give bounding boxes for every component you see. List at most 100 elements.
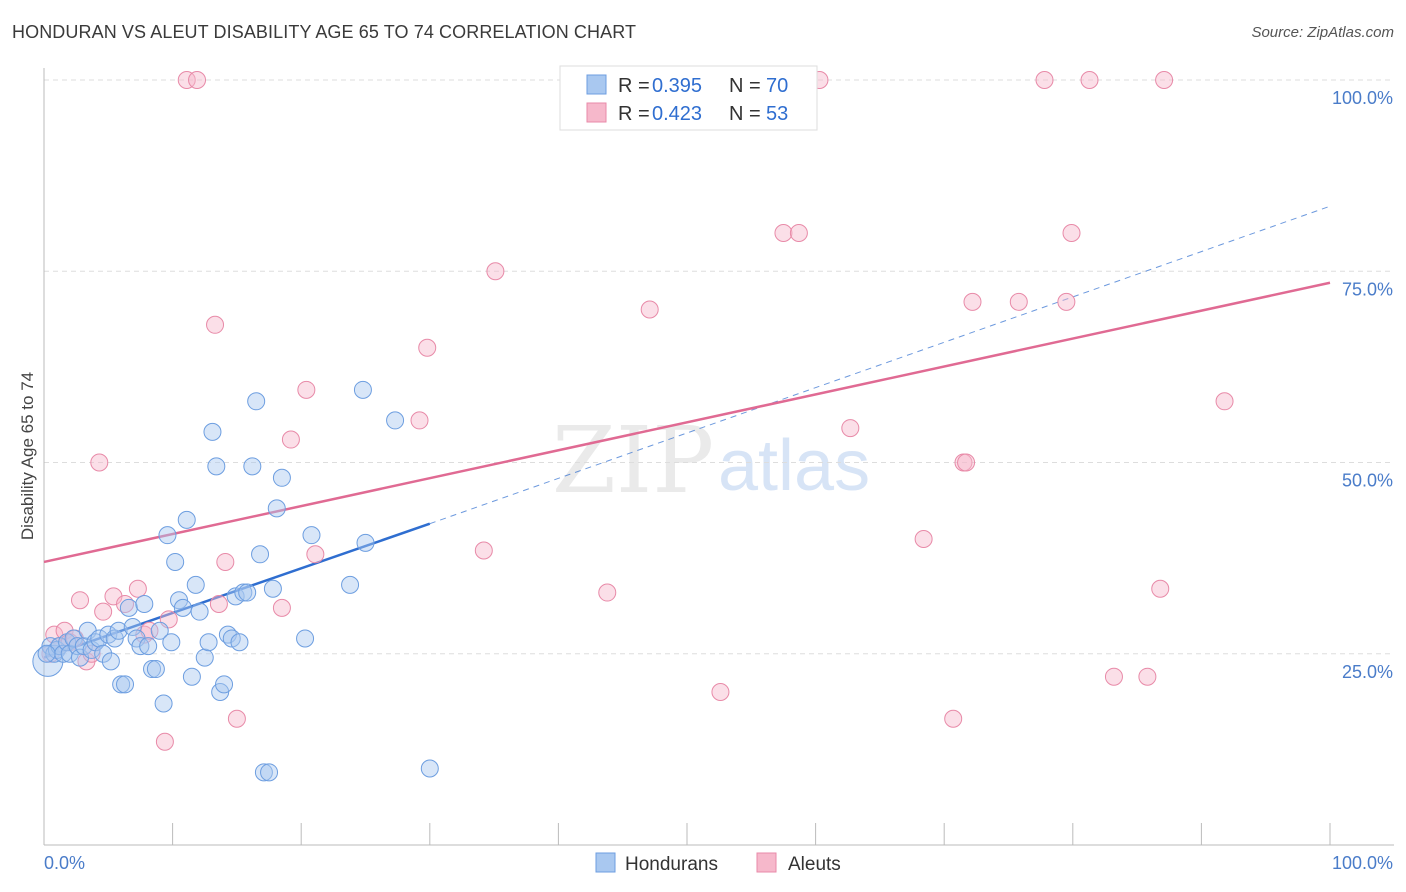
- aleut-point: [216, 552, 235, 571]
- aleut-point: [227, 709, 246, 728]
- honduran-point: [243, 457, 262, 476]
- honduran-point: [166, 552, 185, 571]
- aleut-point: [774, 224, 793, 242]
- source-label: Source: ZipAtlas.com: [1251, 24, 1394, 41]
- honduran-point: [139, 637, 158, 656]
- aleut-point: [1062, 224, 1081, 242]
- legend-r-label-2: R =: [618, 103, 650, 125]
- stats-legend: R = 0.395 N = 70 R = 0.423 N = 53: [559, 65, 818, 131]
- honduran-point: [186, 575, 205, 594]
- legend-n-value-1: 70: [766, 75, 788, 97]
- honduran-point: [203, 422, 222, 441]
- honduran-point: [68, 637, 87, 656]
- honduran-point: [131, 637, 150, 656]
- aleut-point: [155, 732, 174, 751]
- aleut-point: [1035, 71, 1054, 89]
- honduran-trend-extension: [429, 205, 1331, 525]
- aleut-point: [410, 411, 429, 430]
- aleut-point: [1215, 392, 1234, 411]
- bottom-legend-hondurans: Hondurans: [625, 854, 718, 875]
- honduran-point: [296, 629, 315, 648]
- honduran-point: [190, 602, 209, 621]
- honduran-point: [195, 648, 214, 667]
- y-tick-label-25: 25.0%: [1342, 662, 1393, 682]
- honduran-point: [90, 629, 109, 648]
- legend-swatch-hondurans: [586, 74, 607, 95]
- aleut-point: [711, 683, 730, 701]
- gridlines: [44, 79, 1394, 655]
- honduran-point: [162, 633, 181, 652]
- honduran-points: [32, 380, 439, 782]
- aleut-point: [94, 602, 113, 621]
- x-tick-label-max: 100.0%: [1332, 853, 1393, 873]
- honduran-point: [37, 644, 56, 663]
- legend-n-label-2: N =: [729, 103, 761, 125]
- aleut-point: [306, 545, 325, 564]
- honduran-point: [150, 621, 169, 640]
- honduran-point: [199, 633, 218, 652]
- aleut-point: [1155, 71, 1174, 89]
- honduran-point: [146, 660, 165, 679]
- honduran-point: [272, 468, 291, 487]
- bottom-legend-aleuts: Aleuts: [788, 854, 841, 875]
- honduran-point: [173, 598, 192, 617]
- aleut-point: [188, 71, 207, 89]
- honduran-point: [420, 759, 439, 778]
- honduran-point: [154, 694, 173, 713]
- aleut-point: [841, 419, 860, 438]
- honduran-point: [267, 499, 286, 518]
- aleut-point: [1104, 667, 1123, 686]
- honduran-point: [302, 526, 321, 545]
- trend-lines: [43, 205, 1331, 659]
- aleut-point: [297, 380, 316, 399]
- honduran-point: [177, 510, 196, 529]
- aleut-point: [957, 453, 976, 472]
- aleut-point: [281, 430, 300, 449]
- aleut-point: [1138, 667, 1157, 686]
- aleut-point: [789, 224, 808, 242]
- aleut-point: [177, 71, 196, 89]
- aleut-point: [1009, 292, 1028, 311]
- honduran-point: [247, 392, 266, 411]
- honduran-point: [230, 633, 249, 652]
- series-legend: Hondurans Aleuts: [595, 852, 841, 875]
- aleut-point: [71, 591, 90, 610]
- tick-labels: 25.0% 50.0% 75.0% 100.0% 0.0% 100.0%: [44, 88, 1393, 873]
- legend-r-value-1: 0.395: [652, 75, 702, 97]
- honduran-point: [109, 621, 128, 640]
- honduran-point: [116, 675, 135, 694]
- honduran-point: [119, 598, 138, 617]
- aleut-point: [474, 541, 493, 560]
- honduran-point: [182, 667, 201, 686]
- watermark-zip: ZIP: [552, 407, 714, 514]
- watermark-atlas: atlas: [718, 426, 870, 506]
- aleut-point: [963, 292, 982, 311]
- aleut-point: [914, 530, 933, 548]
- honduran-point: [60, 644, 79, 663]
- honduran-point: [263, 579, 282, 598]
- aleut-trend-line: [43, 281, 1331, 564]
- honduran-point: [260, 763, 279, 782]
- chart-title: HONDURAN VS ALEUT DISABILITY AGE 65 TO 7…: [12, 22, 637, 42]
- bottom-swatch-hondurans: [595, 852, 616, 873]
- legend-swatch-aleuts: [586, 102, 607, 123]
- aleut-point: [206, 315, 225, 334]
- x-tick-label-min: 0.0%: [44, 853, 85, 873]
- y-tick-label-100: 100.0%: [1332, 88, 1393, 108]
- axes: [43, 68, 1394, 846]
- honduran-trend-line: [43, 522, 431, 659]
- bottom-swatch-aleuts: [756, 852, 777, 873]
- honduran-point: [143, 660, 162, 679]
- honduran-point: [123, 617, 142, 636]
- honduran-point: [207, 457, 226, 476]
- honduran-point: [94, 644, 113, 663]
- y-tick-label-75: 75.0%: [1342, 279, 1393, 299]
- legend-r-value-2: 0.423: [652, 103, 702, 125]
- honduran-point: [251, 545, 270, 564]
- honduran-point: [101, 652, 120, 671]
- y-tick-label-50: 50.0%: [1342, 471, 1393, 491]
- aleut-point: [1057, 292, 1076, 311]
- aleut-point: [598, 583, 617, 602]
- honduran-point: [135, 595, 154, 614]
